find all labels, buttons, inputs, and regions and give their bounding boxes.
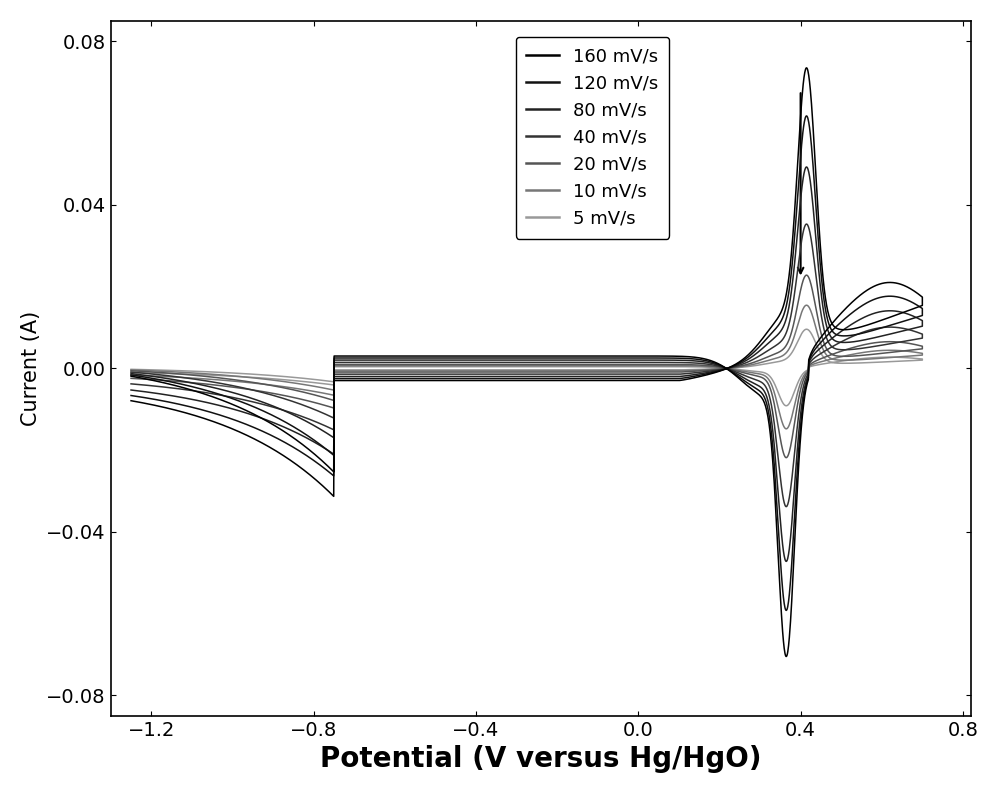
X-axis label: Potential (V versus Hg/HgO): Potential (V versus Hg/HgO) [320,745,762,773]
Y-axis label: Current (A): Current (A) [21,310,41,426]
Legend: 160 mV/s, 120 mV/s, 80 mV/s, 40 mV/s, 20 mV/s, 10 mV/s, 5 mV/s: 160 mV/s, 120 mV/s, 80 mV/s, 40 mV/s, 20… [516,37,669,239]
